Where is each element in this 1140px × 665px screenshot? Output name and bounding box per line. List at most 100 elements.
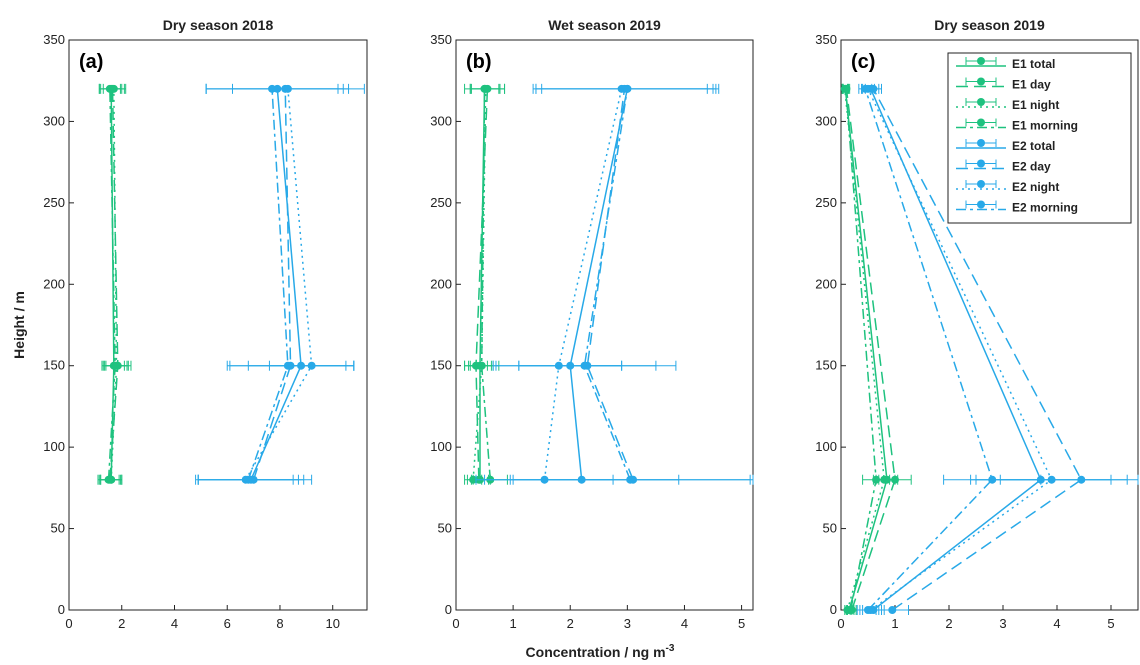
panel-a-series-e2-morning-point	[283, 361, 292, 370]
panel-a: Dry season 2018 (a) 0 50 100 150 200 250 300 350 0…	[43, 17, 368, 631]
panel-a-ytick-label: 200	[43, 276, 65, 291]
legend-swatch-marker	[977, 98, 985, 106]
legend-item-e1-morning: E1 morning	[956, 118, 1078, 133]
legend-swatch-marker	[977, 180, 985, 188]
panel-b-xtick-label: 1	[509, 616, 516, 631]
legend-label: E1 total	[1012, 57, 1055, 71]
panel-b-series-e2-morning-point	[623, 84, 632, 93]
panel-c-ytick-label: 350	[815, 32, 837, 47]
panel-c-series-e2-morning	[856, 83, 1042, 615]
panel-a-series-e2-night-line	[245, 88, 313, 481]
legend-label: E2 night	[1012, 180, 1059, 194]
panel-c-ytick-label: 250	[815, 195, 837, 210]
panel-a-frame	[68, 39, 368, 611]
panel-b-frame	[455, 39, 754, 611]
panel-c-frame	[840, 39, 1139, 611]
panel-c-series-e2-day-point	[888, 606, 897, 614]
panel-a-series-e1-morning-point	[105, 84, 114, 93]
panel-a-ytick-label: 300	[43, 113, 65, 128]
y-axis-label: Height / m	[11, 291, 27, 359]
panel-a-ytick-label: 250	[43, 195, 65, 210]
panel-b-xtick-label: 3	[624, 616, 631, 631]
legend-item-e1-day: E1 day	[956, 77, 1051, 92]
panel-c-ytick-label: 200	[815, 276, 837, 291]
legend-label: E1 night	[1012, 98, 1059, 112]
panel-a-xtick-label: 8	[276, 616, 283, 631]
panel-b-ytick-label: 100	[430, 439, 452, 454]
panel-c-series-e2-morning-point	[988, 475, 997, 484]
panel-a-xtick-label: 0	[65, 616, 72, 631]
panel-a-series-e2-day-line	[252, 88, 292, 480]
panel-c-ytick-label: 150	[815, 358, 837, 373]
panel-b-ytick-label: 0	[445, 602, 452, 617]
panel-c-series-e1-night	[840, 83, 896, 615]
panel-c-xtick-label: 1	[891, 616, 898, 631]
panel-c: Dry season 2019 (c) 0 50 100 150 200 250 300 350 0…	[815, 17, 1139, 631]
panel-c-series-e1-morning	[841, 83, 891, 615]
legend-swatch-marker	[977, 118, 985, 127]
panel-b-xtick-label: 2	[567, 616, 574, 631]
legend-swatch-marker	[977, 139, 985, 147]
panel-c-ytick-label: 100	[815, 439, 837, 454]
panel-a-series-e2-day	[195, 83, 365, 485]
panel-b-series-e2-morning-point	[626, 475, 635, 484]
panel-b-series-e2-day-line	[586, 88, 634, 480]
panel-c-series-e2-morning-point	[861, 84, 870, 93]
panel-c-xtick-label: 4	[1053, 616, 1060, 631]
panel-c-series-e1-morning-point	[841, 84, 850, 93]
panel-a-series-e1-day	[98, 83, 132, 485]
panel-b-series-e1-morning-point	[480, 84, 489, 93]
legend-swatch-marker	[977, 200, 985, 209]
panel-b-ytick-label: 300	[430, 113, 452, 128]
panel-b-xtick-label: 5	[738, 616, 745, 631]
legend-item-e1-total: E1 total	[956, 57, 1055, 71]
panel-c-series-e2-morning-point	[864, 606, 872, 614]
panel-b-ytick-label: 350	[430, 32, 452, 47]
legend-item-e1-night: E1 night	[956, 98, 1059, 112]
legend-item-e2-total: E2 total	[956, 139, 1055, 153]
panel-b-series-e1-morning	[464, 83, 508, 485]
panel-b-series-e2-day	[512, 83, 754, 485]
legend-swatch-marker	[977, 77, 985, 86]
panel-c-xtick-label: 2	[945, 616, 952, 631]
legend-label: E2 day	[1012, 160, 1051, 174]
x-axis-label-exponent: -3	[666, 643, 675, 654]
legend-item-e2-day: E2 day	[956, 159, 1051, 174]
legend-item-e2-morning: E2 morning	[956, 200, 1078, 215]
panel-a-series-e1-morning-point	[104, 475, 113, 484]
panel-c-series-e2-day-line	[872, 88, 1083, 611]
panel-a-ytick-label: 150	[43, 358, 65, 373]
panel-a-xtick-label: 6	[224, 616, 231, 631]
legend-label: E1 morning	[1012, 119, 1078, 133]
legend-swatch-marker	[977, 57, 985, 65]
x-axis-label: Concentration / ng m-3	[526, 643, 675, 660]
panel-a-series-e2-morning-point	[244, 475, 253, 484]
panel-c-ytick-label: 300	[815, 113, 837, 128]
x-axis-label-text: Concentration / ng m	[526, 644, 666, 660]
panel-b-letter: (b)	[466, 51, 492, 73]
panel-c-series-e1-morning-point	[872, 475, 881, 484]
panel-a-xtick-label: 10	[325, 616, 339, 631]
legend-label: E1 day	[1012, 78, 1051, 92]
panel-c-ytick-label: 50	[823, 521, 837, 536]
panel-b-series-e2-morning-point	[580, 361, 589, 370]
panel-b: Wet season 2019 (b) 0 50 100 150 200 250 300 350 0…	[430, 17, 754, 631]
panel-a-ytick-label: 0	[58, 602, 65, 617]
panel-a-series-e1-morning	[97, 83, 129, 485]
panel-b-ytick-label: 200	[430, 276, 452, 291]
panel-a-series-e2-morning-point	[268, 84, 277, 93]
panel-b-series-e1-morning-point	[477, 361, 486, 370]
panels: Dry season 2018(a)0501001502002503003500…	[43, 17, 1139, 631]
panel-c-xtick-label: 0	[837, 616, 844, 631]
panel-b-ytick-label: 150	[430, 358, 452, 373]
panel-b-ytick-label: 250	[430, 195, 452, 210]
panel-c-series-e2-night-point	[1047, 475, 1056, 484]
panel-a-title: Dry season 2018	[163, 17, 274, 33]
panel-a-ytick-label: 50	[51, 521, 65, 536]
panel-a-series-e1-morning-point	[111, 361, 120, 370]
legend-label: E2 morning	[1012, 201, 1078, 215]
panel-a-ytick-label: 100	[43, 439, 65, 454]
panel-b-series-e2-night	[475, 83, 708, 485]
panel-b-xtick-label: 0	[452, 616, 459, 631]
panel-b-series-e2-morning-line	[583, 88, 631, 480]
